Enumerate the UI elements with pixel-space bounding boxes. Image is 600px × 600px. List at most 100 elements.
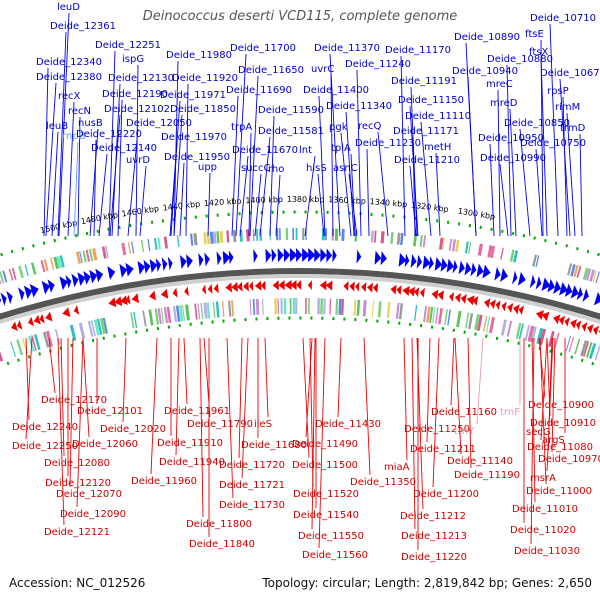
reverse-gene-label: Deide_12020 — [100, 424, 166, 435]
forward-gene-label: hisS — [306, 163, 327, 174]
feature-stripe-forward — [153, 237, 158, 251]
forward-gene-arrow — [23, 285, 33, 300]
forward-gene-arrow — [0, 298, 2, 304]
forward-gene-label: Deide_12380 — [36, 72, 102, 83]
forward-gene-arrow — [216, 251, 222, 266]
reverse-gene-label: Deide_10900 — [528, 400, 594, 411]
feature-stripe-reverse — [456, 310, 462, 328]
forward-gene-leader-line — [254, 173, 262, 237]
tick-label: 1320 kbp — [411, 201, 450, 214]
feature-stripe-forward — [2, 270, 8, 283]
reverse-gene-label: Deide_10910 — [530, 418, 596, 429]
reverse-gene-leader-line — [411, 337, 416, 530]
forward-gene-arrow — [265, 248, 272, 263]
forward-gene-leader-line — [467, 76, 477, 237]
feature-stripe-forward — [59, 255, 65, 268]
reverse-gene-label: argS — [542, 435, 565, 446]
feature-stripe-reverse — [474, 314, 480, 331]
forward-gene-leader-line — [275, 174, 281, 237]
forward-gene-leader-line — [77, 116, 81, 237]
forward-gene-leader-line — [173, 114, 183, 237]
feature-stripe-reverse — [329, 298, 332, 315]
forward-gene-label: Deide_12140 — [91, 143, 157, 154]
forward-gene-arrow — [17, 287, 25, 301]
reverse-gene-arrow — [564, 317, 571, 327]
feature-stripe-reverse — [515, 322, 522, 339]
reverse-gene-arrow — [62, 307, 71, 317]
forward-gene-arrow — [314, 248, 321, 263]
feature-stripe-forward — [285, 228, 289, 241]
forward-gene-arrow — [547, 278, 555, 293]
reverse-gene-label: Deide_12170 — [41, 395, 107, 406]
forward-gene-arrow — [308, 248, 316, 263]
feature-stripe-forward — [438, 237, 444, 250]
feature-stripe-forward — [595, 271, 600, 284]
reverse-gene-label: Deide_11140 — [447, 456, 513, 467]
reverse-gene-arrow — [366, 282, 373, 293]
feature-stripe-reverse — [200, 302, 204, 319]
reverse-gene-label: Deide_11910 — [157, 438, 223, 449]
feature-stripe-reverse — [289, 298, 292, 315]
forward-gene-leader-line — [566, 112, 576, 237]
feature-stripe-reverse — [395, 302, 400, 319]
forward-gene-arrow — [77, 272, 86, 286]
forward-gene-leader-line — [330, 74, 334, 237]
reverse-gene-arrow — [472, 296, 479, 306]
feature-stripe-forward — [279, 228, 281, 241]
forward-gene-arrow — [119, 263, 128, 278]
feature-stripe-forward — [252, 229, 255, 242]
reverse-gene-label: Deide_11160 — [431, 407, 497, 418]
feature-stripe-forward — [157, 237, 161, 250]
feature-stripe-reverse — [432, 307, 436, 324]
feature-stripe-forward — [163, 236, 168, 249]
forward-gene-arrow — [125, 262, 134, 277]
reverse-gene-leader-line — [426, 337, 431, 443]
forward-gene-leader-line — [540, 57, 548, 237]
feature-stripe-reverse — [30, 335, 37, 351]
feature-stripe-reverse — [465, 312, 470, 329]
feature-stripe-reverse — [178, 305, 184, 322]
forward-gene-label: recX — [58, 91, 81, 102]
forward-gene-label: Deide_11240 — [345, 59, 411, 70]
forward-gene-arrow — [277, 248, 284, 263]
reverse-gene-leader-line — [337, 337, 342, 418]
feature-stripe-reverse — [338, 298, 342, 315]
tick-label: 1380 kbp — [287, 195, 325, 204]
reverse-gene-leader-line — [183, 337, 188, 405]
feature-stripe-forward — [216, 231, 220, 244]
reverse-gene-arrow — [290, 280, 297, 291]
reverse-gene-leader-line — [539, 337, 547, 485]
reverse-gene-label: Deide_11960 — [131, 476, 197, 487]
forward-gene-arrow — [186, 254, 193, 269]
feature-stripe-reverse — [197, 303, 201, 320]
genome-backbone-shadow — [0, 274, 600, 325]
feature-stripe-forward — [576, 265, 582, 278]
feature-stripe-reverse — [356, 299, 361, 316]
forward-gene-label: Deide_11690 — [226, 85, 292, 96]
reverse-gene-label: msrA — [530, 473, 556, 484]
feature-stripe-reverse — [317, 298, 320, 315]
forward-gene-label: Deide_11210 — [394, 155, 460, 166]
reverse-gene-label: Deide_11500 — [292, 460, 358, 471]
reverse-gene-arrow — [553, 314, 561, 325]
feature-stripe-forward — [585, 268, 592, 281]
reverse-gene-arrow — [160, 288, 169, 299]
reverse-gene-leader-line — [25, 337, 30, 421]
reverse-gene-arrow — [108, 297, 117, 308]
reverse-gene-arrow — [419, 287, 425, 298]
forward-gene-arrow — [29, 284, 39, 298]
forward-gene-leader-line — [139, 165, 147, 237]
feature-stripe-forward — [11, 267, 17, 280]
feature-stripe-forward — [302, 228, 305, 241]
feature-stripe-forward — [570, 264, 576, 277]
reverse-gene-leader-line — [226, 337, 234, 499]
forward-gene-leader-line — [231, 95, 239, 237]
forward-gene-arrow — [356, 249, 362, 264]
feature-stripe-forward — [18, 265, 24, 279]
feature-stripe-forward — [121, 242, 127, 256]
forward-gene-label: Deide_11370 — [314, 43, 380, 54]
feature-stripe-reverse — [154, 308, 160, 325]
reverse-gene-arrow — [460, 294, 467, 304]
tick-label: 1460 kbp — [121, 204, 160, 218]
feature-stripe-reverse — [371, 300, 375, 317]
